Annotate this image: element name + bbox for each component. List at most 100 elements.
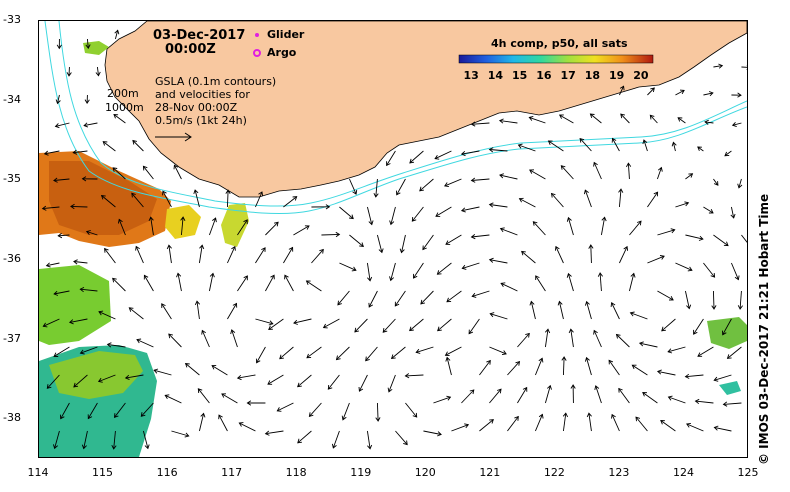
velocity-arrow xyxy=(173,164,182,180)
velocity-arrow xyxy=(113,430,116,449)
colorbar-tick-label: 16 xyxy=(536,69,552,82)
velocity-arrow xyxy=(500,282,518,292)
velocity-arrowhead xyxy=(583,189,589,195)
legend-glider-label: Glider xyxy=(267,28,305,41)
velocity-arrowhead xyxy=(471,292,477,298)
velocity-arrowhead xyxy=(734,275,740,281)
velocity-arrowhead xyxy=(501,350,507,356)
velocity-arrowhead xyxy=(514,415,519,421)
velocity-arrow xyxy=(140,402,154,417)
sst-east-green xyxy=(707,317,747,349)
velocity-arrow xyxy=(444,178,462,187)
velocity-arrow xyxy=(668,396,686,404)
x-tick-label: 115 xyxy=(92,466,114,479)
velocity-arrowhead xyxy=(359,242,364,248)
velocity-arrow xyxy=(354,318,368,333)
velocity-arrowhead xyxy=(437,431,442,437)
velocity-arrowhead xyxy=(724,151,730,157)
velocity-arrow xyxy=(685,374,704,378)
velocity-arrowhead xyxy=(499,173,504,179)
velocity-arrowhead xyxy=(276,407,282,412)
velocity-arrowhead xyxy=(660,420,665,425)
velocity-arrowhead xyxy=(304,225,310,230)
velocity-arrowhead xyxy=(144,444,150,450)
velocity-arrow xyxy=(714,374,732,381)
x-tick-label: 122 xyxy=(543,466,565,479)
velocity-arrowhead xyxy=(657,166,663,172)
velocity-arrowhead xyxy=(694,398,700,405)
velocity-arrow xyxy=(584,189,592,208)
velocity-arrowhead xyxy=(197,388,203,394)
velocity-arrowhead xyxy=(349,214,354,220)
velocity-arrow xyxy=(461,389,475,404)
velocity-arrow xyxy=(419,178,434,192)
velocity-arrow xyxy=(461,150,480,155)
velocity-arrowhead xyxy=(638,341,644,347)
velocity-arrowhead xyxy=(650,87,655,93)
velocity-arrowhead xyxy=(558,114,564,119)
velocity-arrowhead xyxy=(642,392,648,397)
velocity-arrowhead xyxy=(180,216,186,222)
velocity-arrowhead xyxy=(444,351,450,357)
velocity-arrowhead xyxy=(642,139,648,145)
velocity-arrow xyxy=(177,273,182,292)
sst-west-green xyxy=(39,265,111,345)
velocity-arrowhead xyxy=(85,230,91,235)
velocity-arrowhead xyxy=(238,422,244,427)
velocity-arrow xyxy=(639,342,658,348)
velocity-arrowhead xyxy=(112,277,117,283)
x-tick-label: 125 xyxy=(737,466,759,479)
velocity-arrowhead xyxy=(671,141,677,147)
colorbar-gradient xyxy=(458,54,654,64)
velocity-arrow xyxy=(132,140,144,152)
velocity-arrow xyxy=(218,414,228,432)
velocity-arrowhead xyxy=(368,302,374,308)
velocity-arrow xyxy=(309,402,322,417)
gsla-note-line3: 28-Nov 00:00Z xyxy=(155,101,238,114)
velocity-arrow xyxy=(703,262,715,278)
colorbar-tick-label: 14 xyxy=(487,69,504,82)
velocity-arrow xyxy=(657,370,676,376)
velocity-arrowhead xyxy=(713,376,719,382)
velocity-arrow-field xyxy=(41,29,747,450)
velocity-arrow xyxy=(434,150,452,160)
velocity-arrowhead xyxy=(615,333,621,339)
map-frame[interactable]: 03-Dec-2017 00:00Z Glider Argo 4h comp, … xyxy=(38,20,748,458)
velocity-arrowhead xyxy=(469,389,475,395)
velocity-arrow xyxy=(211,365,228,376)
velocity-arrow xyxy=(703,206,714,214)
velocity-arrowhead xyxy=(557,300,563,306)
velocity-arrow xyxy=(42,206,60,210)
velocity-arrowhead xyxy=(667,395,673,401)
velocity-arrowhead xyxy=(113,413,119,418)
velocity-arrowhead xyxy=(649,114,655,120)
velocity-arrow xyxy=(677,117,686,124)
velocity-arrow xyxy=(489,204,508,208)
velocity-arrow xyxy=(231,329,238,348)
velocity-arrow xyxy=(107,343,126,348)
y-tick-label: -36 xyxy=(3,251,21,265)
velocity-arrowhead xyxy=(106,342,112,348)
velocity-arrow xyxy=(113,114,126,124)
velocity-arrow xyxy=(102,141,116,152)
velocity-arrow xyxy=(327,374,340,390)
velocity-arrowhead xyxy=(193,189,199,195)
velocity-arrow xyxy=(69,318,88,323)
map-canvas[interactable] xyxy=(39,21,748,458)
argo-marker xyxy=(253,49,261,57)
velocity-arrowhead xyxy=(114,29,120,35)
velocity-arrowhead xyxy=(597,272,603,277)
velocity-arrow xyxy=(227,303,237,320)
velocity-arrow xyxy=(54,430,60,449)
velocity-arrowhead xyxy=(79,286,85,293)
velocity-arrowhead xyxy=(434,154,440,160)
velocity-arrow xyxy=(560,165,574,180)
velocity-arrowhead xyxy=(445,240,451,245)
velocity-arrowhead xyxy=(176,272,182,278)
velocity-arrowhead xyxy=(55,99,61,105)
velocity-arrow xyxy=(306,280,322,292)
velocity-arrowhead xyxy=(59,414,65,420)
velocity-arrowhead xyxy=(52,444,58,450)
velocity-arrow xyxy=(237,275,248,292)
velocity-arrowhead xyxy=(562,412,569,418)
